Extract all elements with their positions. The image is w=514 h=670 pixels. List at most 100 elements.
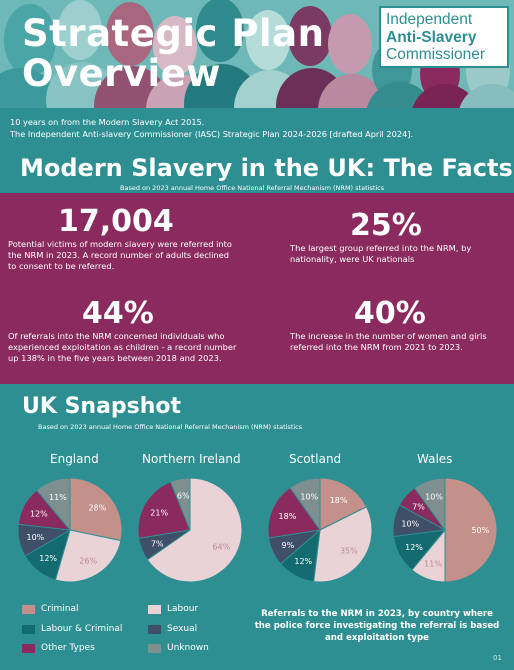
pie-slice-unknown — [413, 477, 446, 532]
pie-england: 28%26%12%10%12%11% — [17, 477, 123, 583]
pie-scotland: 18% 35% 12% 9% 18% 10% — [267, 477, 373, 583]
pie-slice-criminal — [319, 477, 368, 531]
legend-item-labour: Labour — [148, 604, 198, 614]
fact-uk-nationals: 25% The largest group referred into the … — [290, 209, 471, 265]
chart-caption: Referrals to the NRM in 2023, by country… — [254, 609, 500, 643]
legend-swatch — [148, 604, 161, 614]
logo-line2: Anti-Slavery — [386, 28, 477, 46]
pie-data-label: 35% — [340, 546, 358, 555]
pie-wales: 50%11%12%10%7%10% — [392, 477, 498, 583]
fact-text: Potential victims of modern slavery were… — [8, 239, 232, 272]
pie-slice-unknown — [289, 477, 321, 532]
legend-item-other-types: Other Types — [22, 643, 95, 653]
logo-line3: Commissioner — [386, 46, 486, 63]
legend-swatch — [22, 624, 35, 634]
pie-slice-labour — [54, 529, 122, 583]
fact-number: 25% — [350, 208, 422, 243]
pie-data-label: 7% — [412, 503, 425, 512]
fact-number: 17,004 — [58, 204, 174, 239]
pie-slice-criminal — [69, 477, 123, 542]
fact-women-girls: 40% The increase in the number of women … — [290, 297, 487, 353]
fact-text: Of referrals into the NRM concerned indi… — [8, 331, 236, 364]
pie-data-label: 50% — [471, 526, 489, 535]
pie-data-label: 11% — [49, 493, 67, 502]
legend-swatch — [148, 643, 161, 653]
fact-text-line: Of referrals into the NRM concerned indi… — [8, 331, 225, 341]
fact-text-line: referred into the NRM from 2021 to 2023. — [290, 342, 463, 352]
snapshot-subtitle: Based on 2023 annual Home Office Nationa… — [38, 423, 303, 431]
legend-item-unknown: Unknown — [148, 643, 209, 653]
fact-children: 44% Of referrals into the NRM concerned … — [8, 297, 236, 364]
intro-text: 10 years on from the Modern Slavery Act … — [10, 116, 413, 140]
intro-line1: 10 years on from the Modern Slavery Act … — [10, 117, 205, 127]
pie-data-label: 12% — [405, 543, 423, 552]
legend-item-criminal: Criminal — [22, 604, 78, 614]
legend-swatch — [148, 624, 161, 634]
snapshot-heading: UK Snapshot — [22, 394, 182, 419]
page-title-line1: Strategic Plan — [22, 12, 325, 55]
pie-slice-unknown — [35, 477, 71, 532]
facts-panel: 17,004 Potential victims of modern slave… — [0, 193, 514, 384]
header-banner: Strategic Plan Overview Independent Anti… — [0, 0, 514, 108]
chart-legend: Criminal Labour Labour & Criminal Sexual… — [22, 604, 252, 660]
pie-data-label: 26% — [79, 556, 97, 565]
legend-item-labour-criminal: Labour & Criminal — [22, 624, 122, 634]
pie-data-label: 10% — [401, 519, 419, 528]
page-number: 01 — [493, 654, 502, 662]
country-title-england: England — [50, 452, 99, 466]
intro-line2: The Independent Anti-slavery Commissione… — [10, 129, 414, 139]
fact-victims-referred: 17,004 Potential victims of modern slave… — [8, 205, 232, 272]
fact-text-line: the NRM in 2023. A record number of adul… — [8, 250, 230, 260]
legend-label: Labour & Criminal — [41, 624, 123, 634]
pie-data-label: 11% — [424, 559, 442, 568]
pie-data-label: 10% — [300, 492, 318, 501]
facts-subtitle: Based on 2023 annual Home Office Nationa… — [120, 184, 385, 192]
pie-data-label: 64% — [212, 542, 230, 551]
pie-slice-other-types — [137, 481, 191, 539]
pie-data-label: 7% — [151, 539, 164, 548]
pie-data-label: 10% — [425, 492, 443, 501]
legend-label: Unknown — [167, 643, 209, 653]
pie-slice-unknown — [169, 477, 191, 531]
fact-text: The increase in the number of women and … — [290, 331, 487, 353]
fact-text-line: up 138% in the five years between 2018 a… — [8, 353, 222, 363]
pie-data-label: 12% — [39, 554, 57, 563]
pie-data-label: 6% — [177, 491, 190, 500]
facts-heading: Modern Slavery in the UK: The Facts — [20, 154, 513, 182]
pie-data-label: 12% — [30, 509, 48, 518]
pie-data-label: 28% — [89, 504, 107, 513]
country-title-scotland: Scotland — [289, 452, 342, 466]
iasc-logo: Independent Anti-Slavery Commissioner — [379, 6, 509, 68]
country-title-northern-ireland: Northern Ireland — [142, 452, 241, 466]
country-title-wales: Wales — [417, 452, 453, 466]
legend-item-sexual: Sexual — [148, 624, 197, 634]
pie-slice-criminal — [444, 477, 498, 583]
pie-data-label: 9% — [282, 541, 295, 550]
legend-swatch — [22, 604, 35, 614]
fact-text-line: experienced exploitation as children - a… — [8, 342, 237, 352]
fact-text-line: The largest group referred into the NRM,… — [290, 243, 472, 253]
fact-text-line: nationality, were UK nationals — [290, 254, 415, 264]
pie-slice-labour — [146, 477, 243, 583]
legend-label: Other Types — [41, 643, 95, 653]
fact-text-line: Potential victims of modern slavery were… — [8, 239, 232, 249]
page-title: Strategic Plan Overview — [22, 14, 324, 94]
pie-charts: 28%26%12%10%12%11%64%7%21%6%18%35%12%9%1… — [17, 477, 498, 583]
legend-swatch — [22, 643, 35, 653]
fact-number: 44% — [82, 296, 154, 331]
fact-number: 40% — [354, 296, 426, 331]
legend-label: Sexual — [167, 624, 198, 634]
fact-text: The largest group referred into the NRM,… — [290, 243, 471, 265]
pie-northern-ireland: 64% 7% 21% 6% — [137, 477, 243, 583]
pie-data-label: 12% — [294, 557, 312, 566]
legend-label: Labour — [167, 604, 199, 614]
legend-label: Criminal — [41, 604, 79, 614]
fact-text-line: The increase in the number of women and … — [290, 331, 487, 341]
pie-slice-other-types — [267, 486, 321, 539]
pie-data-label: 10% — [26, 533, 44, 542]
pie-data-label: 18% — [330, 496, 348, 505]
pie-data-label: 21% — [150, 509, 168, 518]
pie-data-label: 18% — [279, 512, 297, 521]
fact-text-line: to consent to be referred. — [8, 261, 115, 271]
logo-line1: Independent — [386, 11, 473, 28]
